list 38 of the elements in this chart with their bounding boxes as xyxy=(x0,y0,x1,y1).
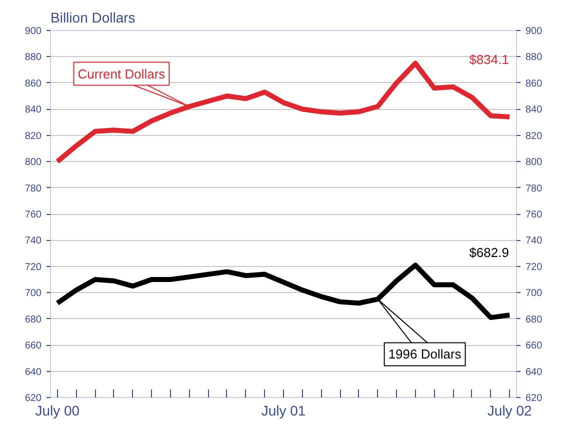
y-tick-label: 760 xyxy=(24,210,42,220)
y2-tick-label: 840 xyxy=(526,104,543,116)
y2-tick-label: 740 xyxy=(526,236,543,247)
y-tick-label: 740 xyxy=(24,236,42,247)
y2-tick-label: 880 xyxy=(526,52,543,64)
y2-tick-label: 720 xyxy=(526,262,543,273)
x-tick-label: July 02 xyxy=(487,402,532,418)
y2-tick-label: 820 xyxy=(526,130,543,142)
y2-tick-label: 780 xyxy=(526,183,543,194)
y2-tick-label: 760 xyxy=(526,210,543,220)
x-tick-label: July 00 xyxy=(35,402,80,418)
y-axis-title: Billion Dollars xyxy=(50,10,136,26)
x-tick-label: July 01 xyxy=(261,402,306,418)
y-tick-label: 620 xyxy=(24,393,42,404)
y2-tick-label: 680 xyxy=(526,314,543,326)
annotation: $682.9 xyxy=(469,245,509,260)
text: 1996 Dollars xyxy=(388,346,462,362)
y2-tick-label: 700 xyxy=(526,288,543,300)
y-tick-label: 700 xyxy=(24,288,42,300)
y2-tick-label: 660 xyxy=(526,340,543,352)
text: Current Dollars xyxy=(78,66,166,82)
y-tick-label: 840 xyxy=(24,104,42,116)
y-tick-label: 640 xyxy=(24,366,42,378)
annotation: $834.1 xyxy=(469,52,509,67)
y-tick-label: 660 xyxy=(24,340,42,352)
y2-tick-label: 900 xyxy=(526,26,543,37)
y-tick-label: 780 xyxy=(24,183,42,194)
y-tick-label: 880 xyxy=(24,52,42,64)
y-tick-label: 720 xyxy=(24,262,42,273)
y-tick-label: 860 xyxy=(24,78,42,90)
y-tick-label: 820 xyxy=(24,130,42,142)
y2-tick-label: 620 xyxy=(526,393,543,404)
y2-tick-label: 800 xyxy=(526,157,543,168)
y2-tick-label: 860 xyxy=(526,78,543,90)
y-tick-label: 800 xyxy=(24,157,42,168)
y2-tick-label: 640 xyxy=(526,366,543,378)
y-tick-label: 680 xyxy=(24,314,42,326)
y-tick-label: 900 xyxy=(24,26,42,37)
